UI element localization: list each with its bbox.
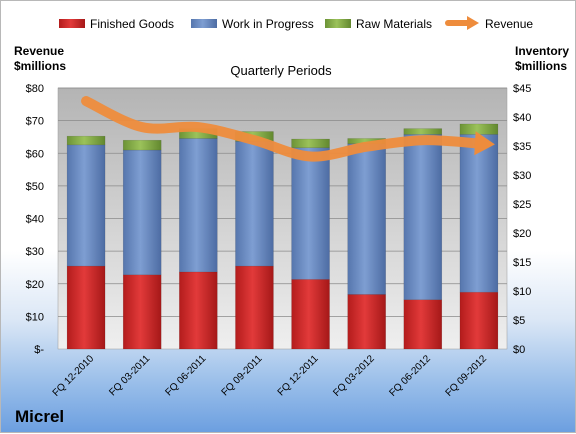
chart-title: Quarterly Periods [230, 63, 332, 78]
right-axis-title-line2: $millions [515, 59, 567, 73]
bar-finished-goods [122, 274, 162, 350]
bar-finished-goods [403, 299, 443, 350]
right-tick-label: $30 [513, 170, 531, 182]
left-tick-label: $70 [26, 116, 44, 128]
legend: Finished Goods Work in Progress Raw Mate… [59, 16, 533, 31]
left-tick-label: $50 [26, 181, 44, 193]
right-tick-label: $10 [513, 286, 531, 298]
left-tick-label: $30 [26, 246, 44, 258]
revenue-arrowhead [474, 131, 495, 156]
legend-label-finished-goods: Finished Goods [90, 17, 174, 31]
bar-work-in-progress [291, 147, 330, 280]
legend-item-revenue: Revenue [445, 16, 533, 31]
bar-finished-goods [291, 279, 330, 350]
bar-raw-materials [459, 123, 499, 135]
bar-raw-materials [403, 128, 443, 135]
legend-label-revenue: Revenue [485, 17, 533, 31]
bar-work-in-progress [66, 144, 106, 267]
left-axis-title-line1: Revenue [14, 44, 64, 58]
bar-work-in-progress [403, 134, 443, 300]
bar-raw-materials [122, 139, 162, 151]
legend-swatch-work-in-progress [191, 19, 217, 28]
x-tick-label: FQ 03-2011 [107, 353, 152, 398]
bar-raw-materials [291, 138, 330, 148]
left-tick-label: $60 [26, 148, 44, 160]
bar-work-in-progress [459, 134, 499, 293]
left-tick-label: $20 [26, 279, 44, 291]
legend-swatch-raw-materials [325, 19, 351, 28]
legend-label-work-in-progress: Work in Progress [222, 17, 314, 31]
bar-work-in-progress [235, 141, 274, 267]
right-tick-label: $35 [513, 141, 531, 153]
bar-work-in-progress [347, 143, 386, 295]
bar-work-in-progress [179, 138, 218, 273]
bar-finished-goods [66, 265, 106, 350]
legend-label-raw-materials: Raw Materials [356, 17, 432, 31]
bar-work-in-progress [122, 149, 162, 276]
right-tick-label: $25 [513, 199, 531, 211]
x-tick-label: FQ 06-2011 [163, 353, 208, 398]
bar-finished-goods [347, 294, 386, 350]
x-tick-label: FQ 09-2012 [444, 353, 490, 399]
right-tick-label: $45 [513, 83, 531, 95]
right-tick-label: $5 [513, 315, 525, 327]
right-tick-label: $15 [513, 257, 531, 269]
company-name: Micrel [15, 407, 64, 426]
legend-swatch-finished-goods [59, 19, 85, 28]
legend-item-finished-goods: Finished Goods [59, 17, 174, 31]
right-tick-label: $0 [513, 344, 525, 356]
x-tick-label: FQ 09-2011 [220, 353, 265, 398]
x-tick-label: FQ 03-2012 [331, 353, 377, 399]
bar-finished-goods [459, 291, 499, 350]
left-tick-label: $80 [26, 83, 44, 95]
x-tick-label: FQ 06-2012 [387, 353, 433, 399]
right-tick-label: $40 [513, 112, 531, 124]
left-tick-label: $10 [26, 311, 44, 323]
right-tick-label: $20 [513, 228, 531, 240]
right-axis-title-line1: Inventory [515, 44, 569, 58]
x-tick-label: FQ 12-2011 [276, 353, 321, 398]
bar-finished-goods [179, 271, 218, 350]
legend-swatch-revenue-arrowhead [467, 16, 479, 30]
bar-finished-goods [235, 265, 274, 350]
legend-item-raw-materials: Raw Materials [325, 17, 432, 31]
legend-item-work-in-progress: Work in Progress [191, 17, 314, 31]
x-tick-label: FQ 12-2010 [51, 353, 97, 399]
left-tick-label: $- [34, 344, 44, 356]
left-axis-title-line2: $millions [14, 59, 66, 73]
bar-raw-materials [66, 135, 106, 146]
left-tick-label: $40 [26, 214, 44, 226]
revenue-line [81, 96, 484, 162]
